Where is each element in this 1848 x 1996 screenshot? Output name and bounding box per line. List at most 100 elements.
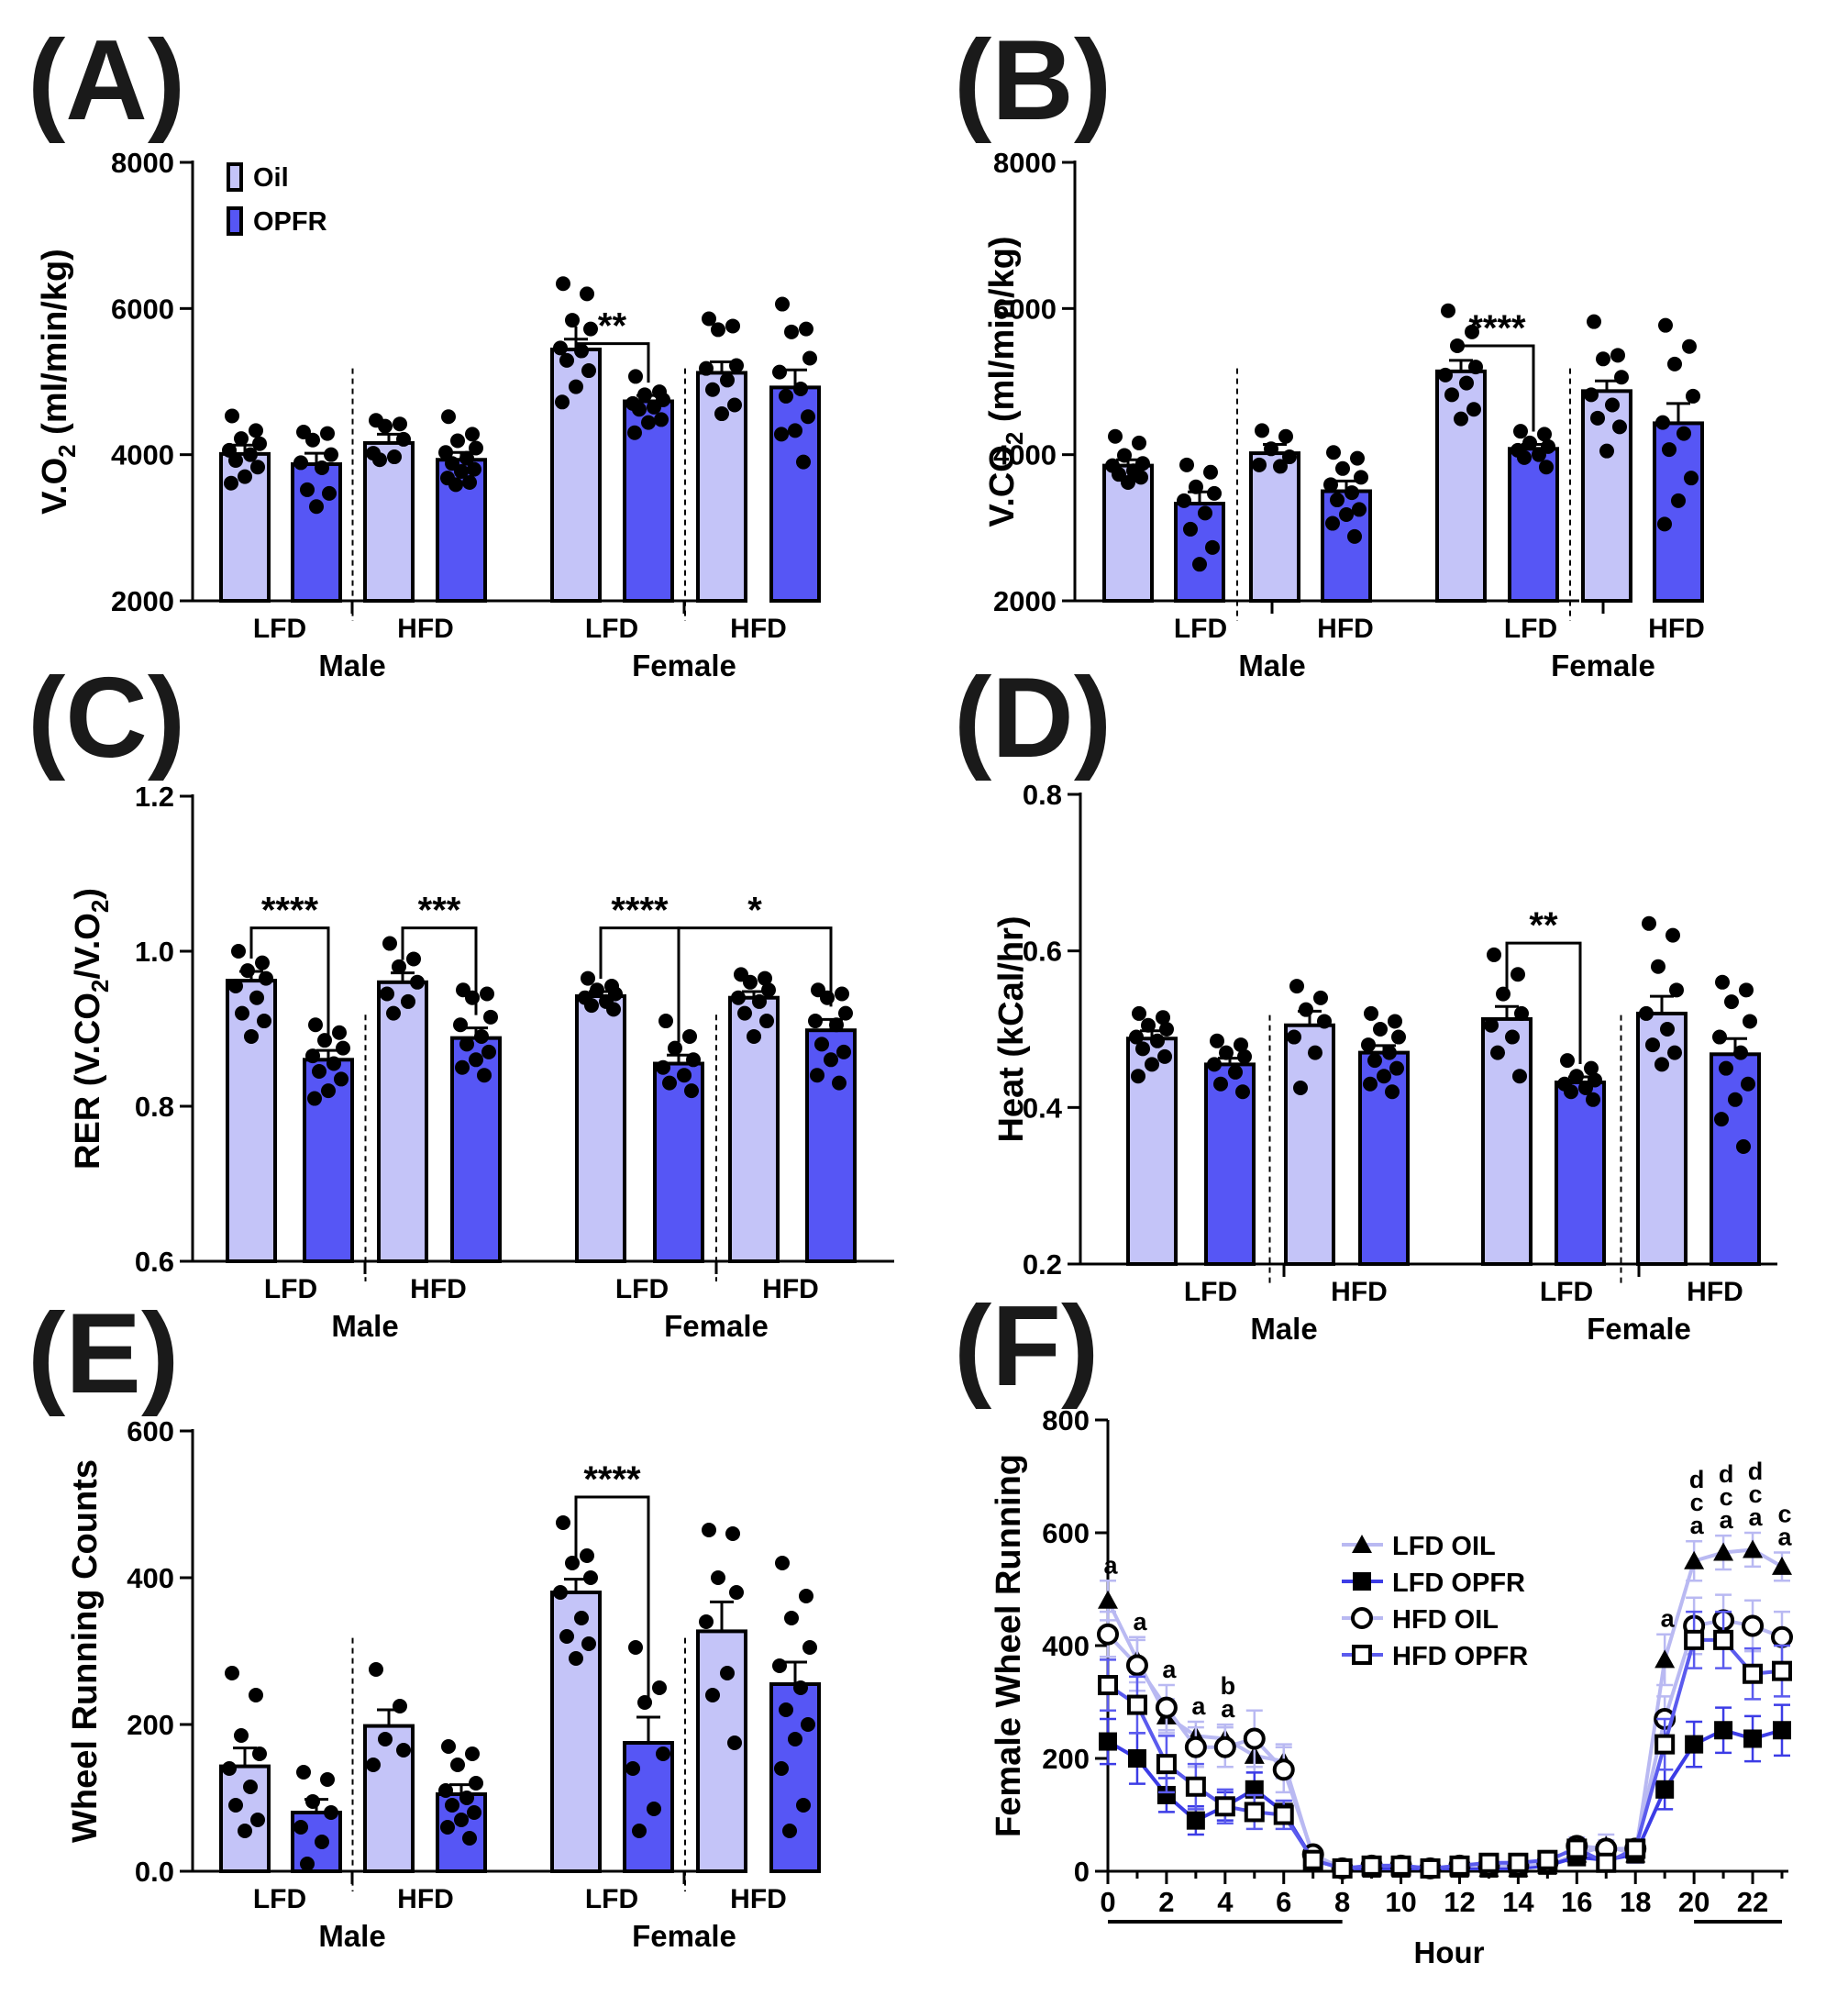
data-point [393, 416, 407, 432]
marker-triangle [1654, 1649, 1676, 1669]
data-point [1605, 397, 1620, 413]
data-point [1612, 419, 1627, 435]
data-point [454, 1813, 469, 1827]
data-point [1150, 1033, 1165, 1048]
data-point [555, 394, 570, 410]
significance-stars: * [747, 891, 762, 931]
data-point [244, 1028, 259, 1044]
data-point [1364, 1005, 1378, 1021]
annotation-letter: a [1103, 1551, 1118, 1579]
subscript: 2 [1001, 432, 1028, 445]
data-point [1317, 1014, 1332, 1029]
data-point [305, 1794, 320, 1809]
marker-square-filled [1743, 1729, 1763, 1748]
data-point [553, 1585, 568, 1600]
data-point [556, 276, 570, 292]
data-point [410, 974, 425, 990]
data-point [583, 321, 598, 337]
data-point [1569, 1069, 1584, 1084]
x-sex-label: Female [1551, 649, 1655, 682]
data-point [793, 1680, 808, 1695]
annotation-letters: a [1133, 1608, 1147, 1636]
significance-bracket [677, 926, 833, 1043]
x-tick-label: 12 [1444, 1886, 1475, 1918]
data-point [1189, 479, 1203, 494]
data-point [1350, 450, 1365, 466]
x-sex-label: Male [318, 649, 385, 682]
subscript: 2 [53, 444, 81, 457]
y-tick-label: 4000 [111, 439, 174, 471]
data-point [553, 340, 568, 356]
significance-stars: **** [1468, 308, 1526, 349]
data-point [228, 1798, 243, 1813]
data-point [252, 1746, 267, 1761]
data-point [1614, 370, 1629, 385]
marker-circle-open [1742, 1614, 1765, 1637]
data-point [224, 475, 238, 491]
data-point [474, 1028, 489, 1044]
annotation-letter: a [1661, 1605, 1676, 1633]
data-point [752, 993, 767, 1009]
data-point [1339, 506, 1354, 522]
marker-circle-open [1351, 1607, 1373, 1629]
data-point [315, 1835, 329, 1849]
annotation-letter: b [1221, 1672, 1236, 1700]
data-point [249, 423, 263, 438]
data-point [838, 1005, 853, 1021]
data-point [252, 436, 267, 451]
legend: LFD OIL LFD OPFR HFD OIL HFD OPFR [1342, 1532, 1528, 1671]
data-point [1219, 1045, 1234, 1060]
y-axis-label: V.O2 (ml/min/kg) [36, 249, 81, 515]
data-point [477, 1068, 492, 1083]
data-point [459, 1037, 474, 1052]
data-point [1330, 493, 1345, 508]
significance-stars: **** [611, 891, 669, 931]
marker-square-open [1352, 1645, 1372, 1665]
data-point [225, 408, 239, 424]
marker-triangle [1684, 1550, 1705, 1569]
bar-male-hfd-oil [1284, 1023, 1335, 1266]
data-point [1354, 470, 1368, 485]
y-tick-label: 0.2 [1023, 1248, 1062, 1281]
annotation-letter: a [1162, 1656, 1177, 1683]
x-group-label: LFD [1184, 1277, 1237, 1307]
data-point [483, 1009, 498, 1025]
annotation-letter: a [1133, 1608, 1147, 1636]
annotation-letter: a [1221, 1695, 1235, 1723]
y-tick-label: 8000 [993, 147, 1057, 179]
data-point [378, 1732, 393, 1746]
annotation-letter: d [1689, 1466, 1705, 1493]
panel-A: (A) V.O2 (ml/min/kg) 2000 4000 6000 8000 ** LFD… [28, 17, 821, 682]
y-tick-label: 0.6 [1023, 936, 1062, 968]
y-tick-label: 800 [1042, 1404, 1090, 1436]
x-group-label: LFD [615, 1274, 669, 1304]
x-tick-label: 16 [1561, 1886, 1592, 1918]
marker-square-open [1449, 1855, 1470, 1876]
data-point [380, 986, 394, 1002]
marker-square-filled [1156, 1785, 1176, 1804]
data-point [406, 951, 421, 967]
data-point [1560, 1053, 1575, 1069]
data-point [308, 1017, 323, 1033]
data-point [705, 382, 720, 397]
data-point [1587, 314, 1601, 329]
data-point [727, 397, 742, 413]
annotation-letter: c [1690, 1489, 1704, 1516]
data-point [625, 1761, 640, 1776]
data-point [387, 449, 402, 465]
data-point [455, 1059, 470, 1075]
data-point [1505, 1029, 1520, 1045]
marker-circle-open [1771, 1625, 1793, 1648]
data-point [459, 1791, 474, 1805]
legend-label: Oil [253, 163, 289, 193]
data-point [1391, 1029, 1406, 1045]
data-point [1468, 360, 1483, 375]
data-point [559, 1629, 574, 1644]
significance-bracket [1459, 344, 1535, 432]
data-point [300, 1857, 315, 1871]
data-point [1282, 449, 1297, 465]
x-group-label: HFD [730, 1884, 787, 1914]
data-point [1537, 427, 1552, 442]
data-point [1665, 927, 1680, 943]
marker-circle-open [1125, 1654, 1148, 1677]
